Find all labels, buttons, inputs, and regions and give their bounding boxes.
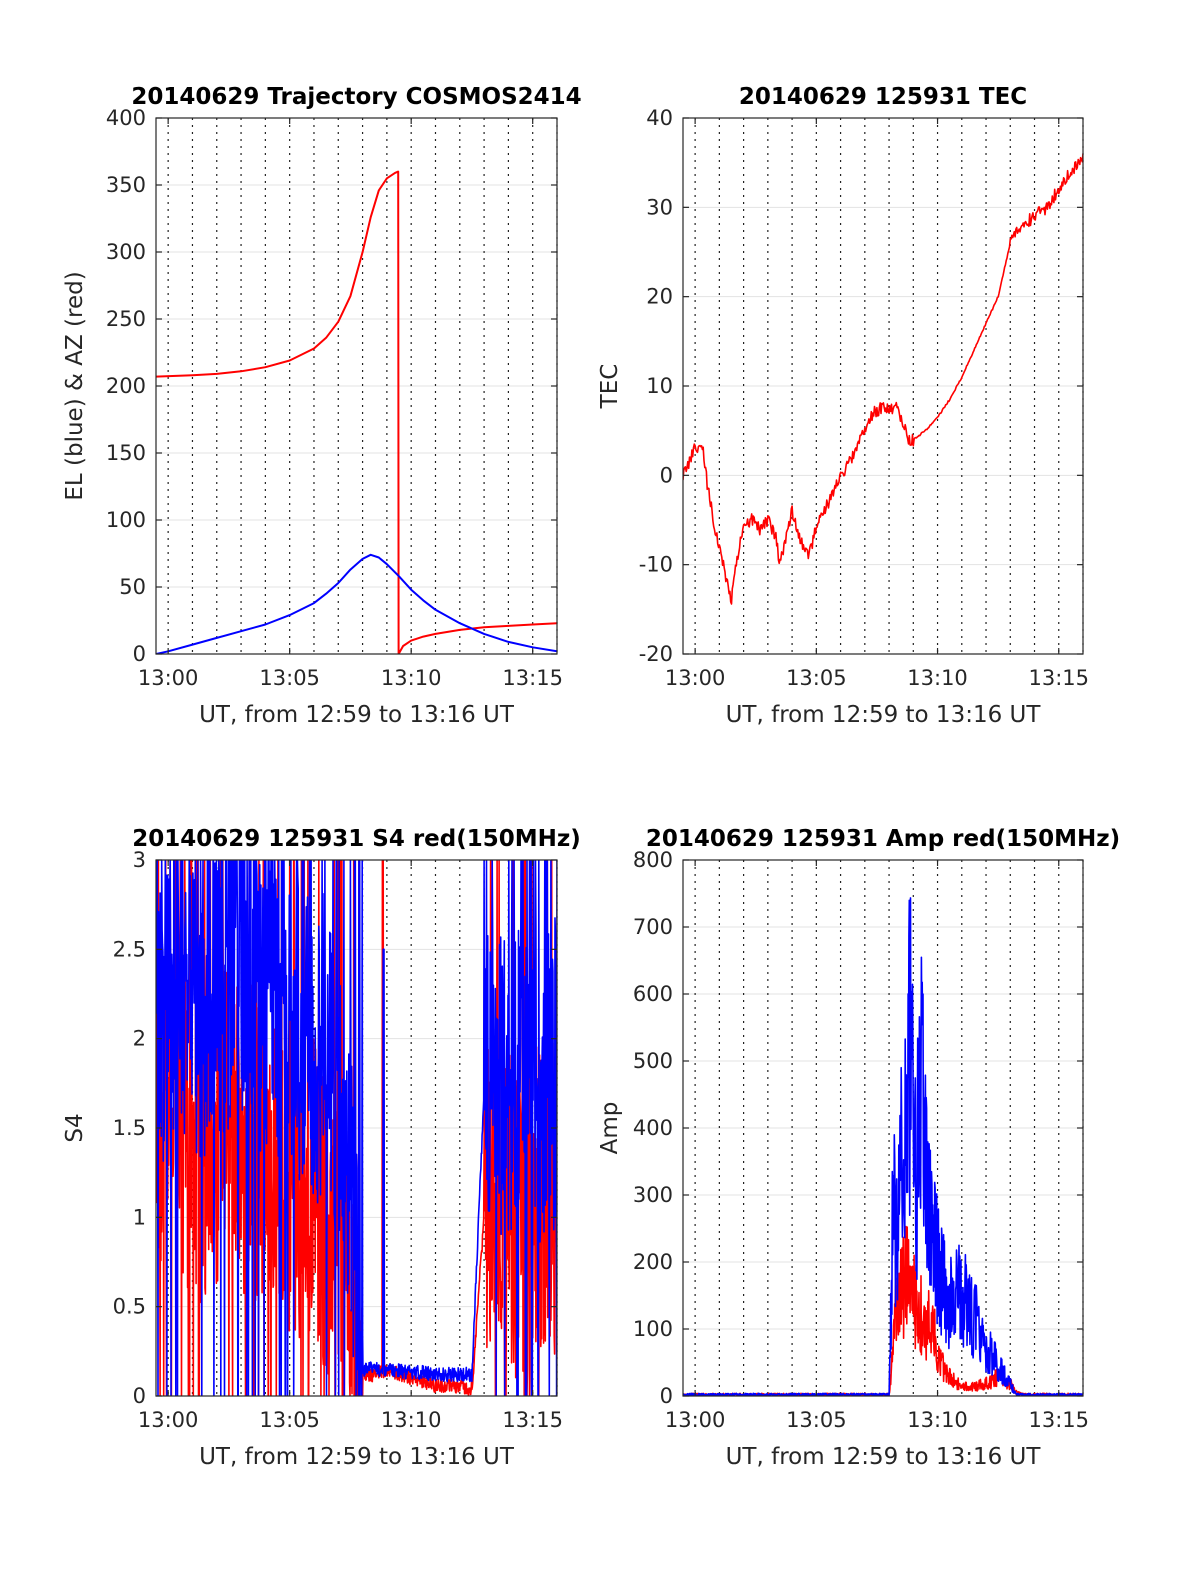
x-axis-label: UT, from 12:59 to 13:16 UT [726,1444,1042,1470]
y-tick-label: 700 [633,915,673,939]
x-tick-label: 13:15 [502,666,563,690]
x-tick-label: 13:10 [907,666,968,690]
series-line-2 [683,897,1083,1396]
y-tick-label: 200 [633,1250,673,1274]
y-tick-label: 3 [133,848,146,872]
y-tick-label: 50 [119,575,146,599]
y-tick-label: 0 [133,642,146,666]
y-tick-label: 350 [106,173,146,197]
y-tick-label: 0.5 [113,1295,146,1319]
chart-title: 20140629 125931 Amp red(150MHz) [646,826,1120,852]
y-tick-label: 400 [633,1116,673,1140]
y-tick-label: 2.5 [113,937,146,961]
y-tick-label: 30 [646,195,673,219]
x-tick-label: 13:10 [381,666,442,690]
y-axis-label: TEC [597,364,623,410]
x-tick-label: 13:15 [502,1408,563,1432]
y-tick-label: 2 [133,1027,146,1051]
series-line-1 [156,860,557,1396]
y-tick-label: 1 [133,1205,146,1229]
x-axis-label: UT, from 12:59 to 13:16 UT [199,702,515,728]
x-tick-label: 13:15 [1028,1408,1089,1432]
y-tick-label: 10 [646,374,673,398]
x-axis-label: UT, from 12:59 to 13:16 UT [199,1444,515,1470]
y-tick-label: 0 [133,1384,146,1408]
y-tick-label: 150 [106,441,146,465]
x-tick-label: 13:00 [138,1408,199,1432]
y-tick-label: 250 [106,307,146,331]
x-tick-label: 13:05 [259,666,320,690]
series-line-1 [156,170,557,654]
y-tick-label: 500 [633,1049,673,1073]
y-tick-label: 200 [106,374,146,398]
x-tick-label: 13:05 [259,1408,320,1432]
y-tick-label: 1.5 [113,1116,146,1140]
x-tick-label: 13:00 [665,1408,726,1432]
y-tick-label: 0 [660,1384,673,1408]
x-tick-label: 13:10 [907,1408,968,1432]
y-tick-label: 800 [633,848,673,872]
x-axis-label: UT, from 12:59 to 13:16 UT [726,702,1042,728]
y-tick-label: 100 [633,1317,673,1341]
y-axis-label: EL (blue) & AZ (red) [62,271,88,500]
y-axis-label: S4 [62,1113,88,1142]
x-tick-label: 13:05 [786,1408,847,1432]
chart-title: 20140629 Trajectory COSMOS2414 [131,84,581,110]
x-tick-label: 13:10 [381,1408,442,1432]
y-tick-label: 20 [646,285,673,309]
y-tick-label: 400 [106,106,146,130]
x-tick-label: 13:00 [138,666,199,690]
y-tick-label: 300 [106,240,146,264]
chart-panel-2: -20 -10 0 10 20 30 40 13:00 13:05 13:10 13:15 20140… [597,84,1089,728]
x-tick-label: 13:05 [786,666,847,690]
chart-panel-1: 0 50 100 150 200 250 300 350 400 13:00 13:05 13:10 1… [62,84,582,728]
y-tick-label: -20 [639,642,673,666]
y-tick-label: 100 [106,508,146,532]
y-tick-label: 300 [633,1183,673,1207]
chart-panel-3: 0 0.5 1 1.5 2 2.5 3 13:00 13:05 13:10 13:15 2014062… [62,826,581,1470]
x-tick-label: 13:00 [665,666,726,690]
chart-title: 20140629 125931 TEC [739,84,1027,110]
y-tick-label: 0 [660,463,673,487]
series-line-2 [156,860,557,1396]
series-line-1 [683,153,1083,605]
y-tick-label: 40 [646,106,673,130]
y-axis-label: Amp [597,1102,623,1155]
series-line-2 [156,553,557,654]
chart-panel-4: 0 100 200 300 400 500 600 700 800 13:00 13:05 13:10… [597,826,1120,1470]
y-tick-label: -10 [639,553,673,577]
y-tick-label: 600 [633,982,673,1006]
chart-title: 20140629 125931 S4 red(150MHz) [132,826,581,852]
x-tick-label: 13:15 [1028,666,1089,690]
